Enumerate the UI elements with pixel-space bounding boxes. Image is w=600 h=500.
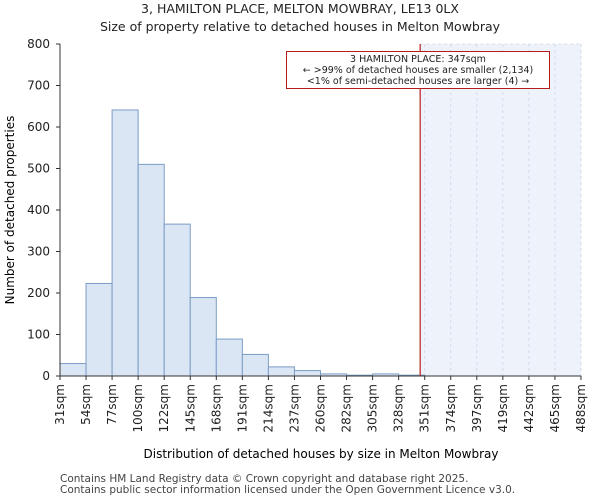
- x-tick-label: 122sqm: [157, 384, 171, 432]
- x-tick-label: 328sqm: [392, 384, 406, 432]
- y-tick-label: 700: [27, 79, 50, 93]
- x-tick-label: 282sqm: [340, 384, 354, 432]
- highlight-region: [420, 44, 581, 376]
- y-tick-label: 0: [42, 369, 50, 383]
- x-tick-label: 351sqm: [418, 384, 432, 432]
- y-tick-label: 800: [27, 37, 50, 51]
- histogram-bar-100sqm: [137, 163, 165, 377]
- y-tick-label: 600: [27, 120, 50, 134]
- y-tick-label: 500: [27, 162, 50, 176]
- footer-copyright: Contains HM Land Registry data © Crown c…: [60, 473, 469, 485]
- histogram-bar-77sqm: [111, 109, 139, 377]
- x-tick-label: 168sqm: [209, 384, 223, 432]
- x-tick-label: 191sqm: [235, 384, 249, 432]
- y-axis-label: Number of detached properties: [3, 116, 17, 305]
- x-tick-label: 397sqm: [470, 384, 484, 432]
- annotation-line-1: 3 HAMILTON PLACE: 347sqm: [350, 54, 486, 65]
- footer-licence: Contains public sector information licen…: [60, 484, 516, 496]
- histogram-bar-237sqm: [293, 370, 322, 377]
- y-tick-label: 200: [27, 286, 50, 300]
- chart-title-line1: 3, HAMILTON PLACE, MELTON MOWBRAY, LE13 …: [141, 1, 459, 16]
- x-tick-label: 214sqm: [261, 384, 275, 432]
- histogram-bar-145sqm: [189, 297, 217, 377]
- x-tick-label: 442sqm: [522, 384, 536, 432]
- x-tick-label: 260sqm: [314, 384, 328, 432]
- marker-annotation-box: 3 HAMILTON PLACE: 347sqm ← >99% of detac…: [286, 51, 550, 89]
- chart-title-line2: Size of property relative to detached ho…: [99, 19, 501, 34]
- x-tick-label: 374sqm: [444, 384, 458, 432]
- x-tick-label: 54sqm: [79, 384, 93, 425]
- x-tick-label: 77sqm: [105, 384, 119, 425]
- x-tick-label: 419sqm: [496, 384, 510, 432]
- x-tick-label: 305sqm: [366, 384, 380, 432]
- annotation-line-3: <1% of semi-detached houses are larger (…: [306, 76, 530, 87]
- y-tick-label: 400: [27, 203, 50, 217]
- histogram-bar-191sqm: [241, 353, 269, 377]
- x-tick-label: 465sqm: [548, 384, 562, 432]
- y-tick-label: 100: [27, 328, 50, 342]
- histogram-bar-214sqm: [267, 366, 295, 377]
- histogram-bar-122sqm: [163, 223, 191, 377]
- x-tick-label: 100sqm: [131, 384, 145, 432]
- x-tick-label: 488sqm: [574, 384, 588, 432]
- histogram-bar-54sqm: [85, 282, 113, 377]
- x-tick-label: 31sqm: [53, 384, 67, 425]
- annotation-line-2: ← >99% of detached houses are smaller (2…: [302, 65, 534, 76]
- x-tick-label: 145sqm: [183, 384, 197, 432]
- histogram-bar-31sqm: [59, 363, 87, 377]
- x-axis-label: Distribution of detached houses by size …: [144, 447, 499, 461]
- histogram-bar-168sqm: [215, 338, 243, 377]
- y-tick-label: 300: [27, 245, 50, 259]
- x-tick-label: 237sqm: [287, 384, 301, 432]
